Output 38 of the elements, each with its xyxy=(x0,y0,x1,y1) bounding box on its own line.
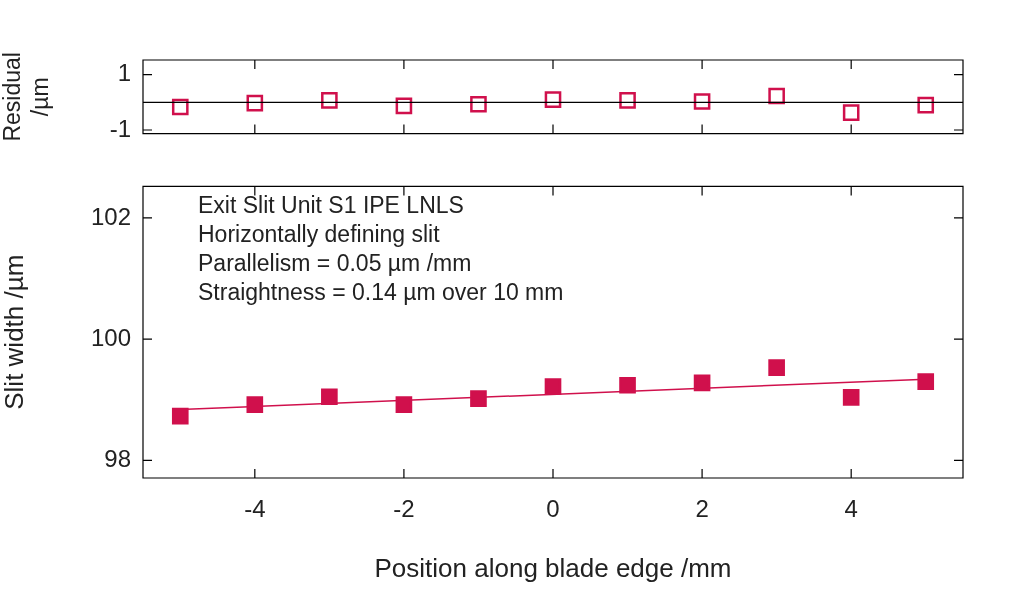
x-tick-label: -4 xyxy=(244,495,266,523)
annotation: Straightness = 0.14 µm over 10 mm xyxy=(198,278,564,305)
x-tick-label: 4 xyxy=(844,495,858,523)
point xyxy=(619,376,636,394)
y-axis-title: Slit width /µm xyxy=(0,254,29,410)
point xyxy=(246,94,264,112)
x-axis-title: Position along blade edge /mm xyxy=(374,552,732,583)
point xyxy=(693,93,711,110)
point xyxy=(917,373,935,390)
point xyxy=(768,359,785,376)
y-tick-label: 1 xyxy=(117,59,131,87)
point xyxy=(842,389,860,406)
y-tick-label: 102 xyxy=(90,202,131,230)
point xyxy=(842,104,860,121)
point xyxy=(619,92,636,109)
x-tick-label: 2 xyxy=(695,495,709,523)
point xyxy=(246,396,264,413)
point xyxy=(321,388,338,406)
x-tick-label: -2 xyxy=(393,495,415,523)
point xyxy=(544,91,562,108)
point xyxy=(321,92,338,109)
point xyxy=(917,96,935,114)
annotation: Parallelism = 0.05 µm /mm xyxy=(198,249,472,276)
point xyxy=(544,378,562,395)
point xyxy=(693,374,711,392)
annotation: Exit Slit Unit S1 IPE LNLS xyxy=(198,191,464,218)
annotation: Horizontally defining slit xyxy=(198,220,441,247)
point xyxy=(171,98,189,116)
point xyxy=(470,95,487,113)
y-axis-title: Residual /µm xyxy=(0,52,53,142)
point xyxy=(470,390,487,407)
point xyxy=(768,87,785,105)
point xyxy=(171,407,189,425)
y-tick-label: -1 xyxy=(109,114,131,142)
y-tick-label: 100 xyxy=(90,323,131,351)
point xyxy=(395,396,413,413)
x-tick-label: 0 xyxy=(546,495,560,523)
y-tick-label: 98 xyxy=(104,445,131,473)
